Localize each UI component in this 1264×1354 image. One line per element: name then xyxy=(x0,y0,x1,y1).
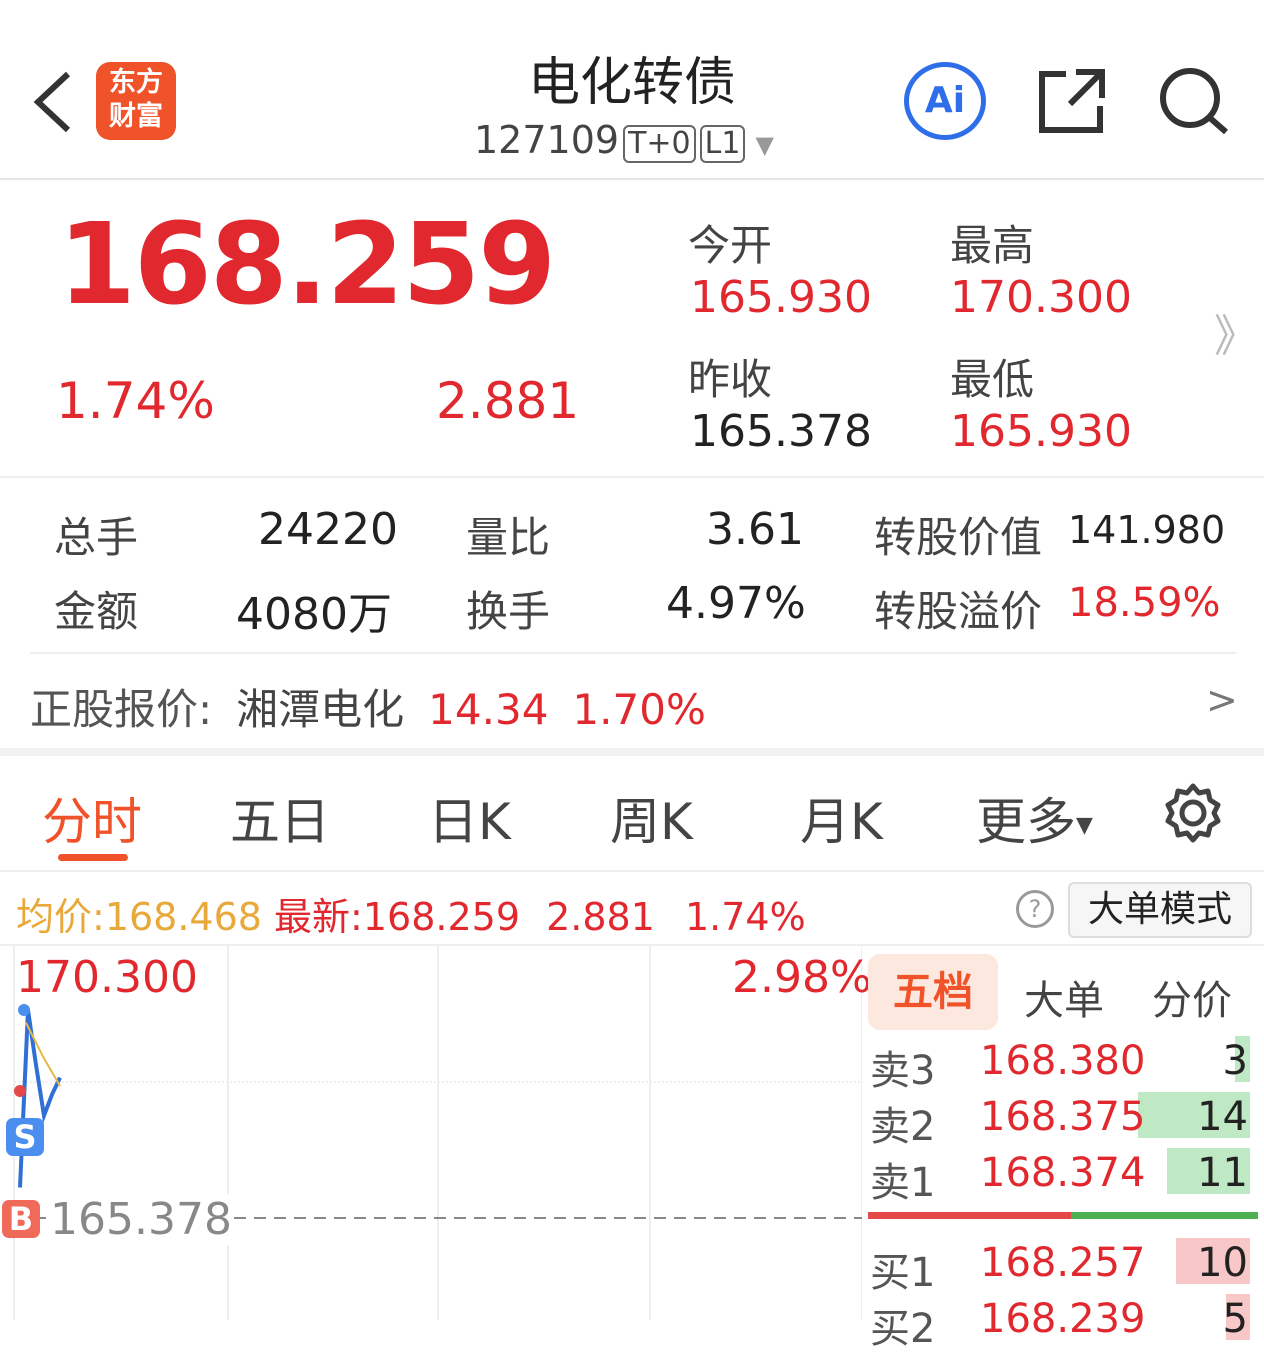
help-icon[interactable]: ? xyxy=(1016,890,1054,928)
active-tab-indicator xyxy=(58,854,128,861)
underlying-pct: 1.70% xyxy=(572,685,706,734)
ai-button[interactable]: Ai xyxy=(904,62,986,140)
back-icon[interactable] xyxy=(30,70,74,134)
open-label: 今开 xyxy=(688,221,773,270)
volume-bar xyxy=(1176,1238,1250,1284)
tab-more[interactable]: 更多▼ xyxy=(976,793,1093,851)
settings-gear-icon[interactable] xyxy=(1162,782,1224,844)
low-label: 最低 xyxy=(950,355,1035,404)
bond-code[interactable]: 127109 T+0 L1 ▼ xyxy=(474,118,774,163)
stat-label: 量比 xyxy=(466,513,551,562)
change-amount: 2.881 xyxy=(436,372,580,430)
prev-close-label: 165.378 xyxy=(50,1194,232,1245)
underlying-label: 正股报价: xyxy=(30,685,213,734)
stat-value: 24220 xyxy=(258,504,398,555)
y-max-label: 170.300 xyxy=(16,952,198,1003)
bid-level-row: 买1 168.257 10 xyxy=(870,1238,1258,1296)
level-price: 168.239 xyxy=(980,1296,1146,1342)
high-value: 170.300 xyxy=(950,272,1132,323)
stat-value: 3.61 xyxy=(706,504,804,555)
level-label: 卖3 xyxy=(870,1048,936,1094)
level-label: 买1 xyxy=(870,1250,936,1296)
stat-label: 换手 xyxy=(466,587,551,636)
level-volume: 10 xyxy=(1197,1240,1248,1286)
page-title: 电化转债 xyxy=(527,53,736,113)
y-max-pct-label: 2.98% xyxy=(732,952,872,1003)
buy-sell-ratio-bar xyxy=(868,1212,1258,1219)
t0-tag: T+0 xyxy=(623,125,696,163)
tab-weekly-k[interactable]: 周K xyxy=(610,793,693,851)
trade-point-dot xyxy=(14,1085,26,1097)
avg-price: 168.468 xyxy=(104,895,262,939)
level-label: 卖2 xyxy=(870,1104,936,1150)
tab-price-volume[interactable]: 分价 xyxy=(1152,978,1232,1024)
high-point-dot xyxy=(18,1004,30,1016)
level-label: 卖1 xyxy=(870,1160,936,1206)
prev-close-value: 165.378 xyxy=(690,406,872,457)
price-line xyxy=(18,1009,62,1188)
underlying-name: 湘潭电化 xyxy=(236,685,405,734)
underlying-price: 14.34 xyxy=(428,685,549,734)
latest-price: 168.259 xyxy=(362,895,520,939)
low-value: 165.930 xyxy=(950,406,1132,457)
underlying-stock-row[interactable]: 正股报价: 湘潭电化 14.34 1.70% > xyxy=(0,656,1264,748)
ask-level-row: 卖3 168.380 3 xyxy=(870,1036,1258,1094)
l1-tag: L1 xyxy=(699,125,746,163)
chevron-right-icon: > xyxy=(1206,678,1238,722)
expand-chevron-icon[interactable]: 》 xyxy=(1214,311,1258,362)
volume-bar xyxy=(1235,1036,1250,1082)
high-label: 最高 xyxy=(950,221,1035,270)
tab-daily-k[interactable]: 日K xyxy=(428,793,511,851)
large-order-mode-button[interactable]: 大单模式 xyxy=(1068,882,1252,938)
volume-bar xyxy=(1138,1092,1250,1138)
tab-monthly-k[interactable]: 月K xyxy=(800,793,883,851)
stat-label: 转股价值 xyxy=(874,513,1043,562)
level-price: 168.257 xyxy=(980,1240,1146,1286)
stat-label: 总手 xyxy=(54,513,139,562)
ask-level-row: 卖1 168.374 11 xyxy=(870,1148,1258,1206)
app-logo: 东方 财富 xyxy=(96,62,176,140)
volume-bar xyxy=(1167,1148,1250,1194)
bid-level-row: 买2 168.239 5 xyxy=(870,1294,1258,1352)
search-icon[interactable] xyxy=(1158,66,1232,136)
change-pct: 1.74% xyxy=(56,372,215,430)
ask-level-row: 卖2 168.375 14 xyxy=(870,1092,1258,1150)
tab-intraday[interactable]: 分时 xyxy=(42,793,142,851)
level-volume: 5 xyxy=(1222,1296,1248,1342)
avg-price-line xyxy=(25,1022,61,1087)
buy-marker[interactable]: B xyxy=(2,1200,40,1238)
header: 东方 财富 电化转债 127109 T+0 L1 ▼ Ai xyxy=(0,0,1264,180)
last-price: 168.259 xyxy=(58,200,556,330)
prev-close-label: 昨收 xyxy=(688,355,773,404)
dropdown-icon[interactable]: ▼ xyxy=(755,131,774,159)
stat-value: 4.97% xyxy=(666,578,806,629)
stat-value: 18.59% xyxy=(1068,580,1221,626)
level-price: 168.374 xyxy=(980,1150,1146,1196)
stat-label: 金额 xyxy=(54,587,139,636)
info-bar: 均价:168.468 最新:168.259 2.881 1.74% xyxy=(16,895,806,939)
stat-label: 转股溢价 xyxy=(874,587,1043,636)
level-volume: 11 xyxy=(1197,1150,1248,1196)
open-value: 165.930 xyxy=(690,272,872,323)
level-price: 168.380 xyxy=(980,1038,1146,1084)
level-price: 168.375 xyxy=(980,1094,1146,1140)
share-icon[interactable] xyxy=(1036,66,1110,136)
tab-large-orders[interactable]: 大单 xyxy=(1024,978,1104,1024)
sell-marker[interactable]: S xyxy=(6,1118,44,1156)
tab-five-levels[interactable]: 五档 xyxy=(868,954,998,1030)
stat-value: 4080万 xyxy=(236,589,392,640)
tab-five-day[interactable]: 五日 xyxy=(230,793,330,851)
level-volume: 14 xyxy=(1197,1094,1248,1140)
level-volume: 3 xyxy=(1222,1038,1248,1084)
stat-value: 141.980 xyxy=(1068,508,1226,552)
level-label: 买2 xyxy=(870,1306,936,1352)
